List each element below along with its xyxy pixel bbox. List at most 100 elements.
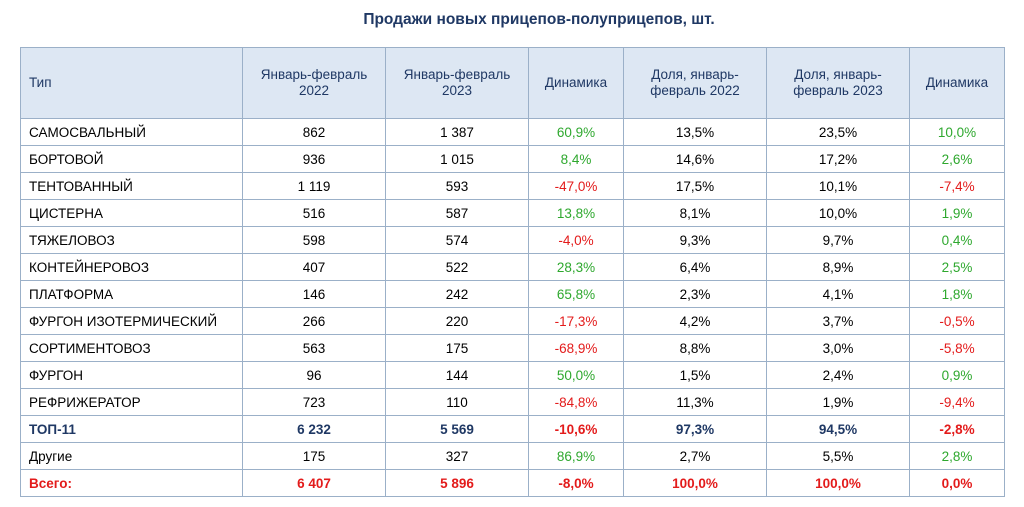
header-dynamics: Динамика xyxy=(528,47,624,119)
others-row: Другие 175 327 86,9% 2,7% 5,5% 2,8% xyxy=(20,442,1005,470)
cell-dynamics: -47,0% xyxy=(528,172,624,200)
cell-jan-feb-2022: 6 232 xyxy=(242,415,386,443)
cell-share-dynamics: 0,4% xyxy=(909,226,1005,254)
cell-dynamics: 86,9% xyxy=(528,442,624,470)
cell-share-2023: 100,0% xyxy=(766,469,910,497)
cell-share-2023: 3,0% xyxy=(766,334,910,362)
cell-jan-feb-2023: 5 569 xyxy=(385,415,529,443)
cell-jan-feb-2022: 146 xyxy=(242,280,386,308)
cell-share-dynamics: 1,8% xyxy=(909,280,1005,308)
cell-jan-feb-2022: 1 119 xyxy=(242,172,386,200)
cell-share-2022: 11,3% xyxy=(623,388,767,416)
cell-jan-feb-2023: 1 015 xyxy=(385,145,529,173)
cell-jan-feb-2023: 242 xyxy=(385,280,529,308)
cell-dynamics: -68,9% xyxy=(528,334,624,362)
cell-share-2022: 8,1% xyxy=(623,199,767,227)
header-jan-feb-2022: Январь-февраль 2022 xyxy=(242,47,386,119)
cell-type: ТЕНТОВАННЫЙ xyxy=(20,172,243,200)
cell-share-2023: 1,9% xyxy=(766,388,910,416)
cell-dynamics: 8,4% xyxy=(528,145,624,173)
table-row: БОРТОВОЙ 936 1 015 8,4% 14,6% 17,2% 2,6% xyxy=(20,145,1005,173)
cell-jan-feb-2022: 6 407 xyxy=(242,469,386,497)
cell-share-2023: 23,5% xyxy=(766,118,910,146)
header-share-dynamics: Динамика xyxy=(909,47,1005,119)
cell-share-dynamics: -7,4% xyxy=(909,172,1005,200)
cell-jan-feb-2023: 593 xyxy=(385,172,529,200)
cell-share-2023: 9,7% xyxy=(766,226,910,254)
cell-share-2023: 94,5% xyxy=(766,415,910,443)
cell-jan-feb-2022: 516 xyxy=(242,199,386,227)
cell-jan-feb-2023: 587 xyxy=(385,199,529,227)
cell-share-dynamics: 2,6% xyxy=(909,145,1005,173)
cell-dynamics: -8,0% xyxy=(528,469,624,497)
cell-share-2022: 6,4% xyxy=(623,253,767,281)
cell-share-dynamics: -9,4% xyxy=(909,388,1005,416)
cell-jan-feb-2023: 144 xyxy=(385,361,529,389)
cell-type: РЕФРИЖЕРАТОР xyxy=(20,388,243,416)
cell-share-2022: 17,5% xyxy=(623,172,767,200)
cell-share-2022: 97,3% xyxy=(623,415,767,443)
cell-jan-feb-2022: 936 xyxy=(242,145,386,173)
cell-share-dynamics: 0,9% xyxy=(909,361,1005,389)
cell-share-dynamics: -0,5% xyxy=(909,307,1005,335)
cell-jan-feb-2022: 598 xyxy=(242,226,386,254)
cell-share-2022: 1,5% xyxy=(623,361,767,389)
cell-dynamics: -4,0% xyxy=(528,226,624,254)
cell-share-2023: 3,7% xyxy=(766,307,910,335)
header-jan-feb-2023: Январь-февраль 2023 xyxy=(385,47,529,119)
cell-jan-feb-2022: 723 xyxy=(242,388,386,416)
cell-share-dynamics: 1,9% xyxy=(909,199,1005,227)
cell-type: САМОСВАЛЬНЫЙ xyxy=(20,118,243,146)
cell-share-2023: 5,5% xyxy=(766,442,910,470)
cell-share-2022: 4,2% xyxy=(623,307,767,335)
cell-type: ТОП-11 xyxy=(20,415,243,443)
cell-type: ФУРГОН ИЗОТЕРМИЧЕСКИЙ xyxy=(20,307,243,335)
cell-dynamics: 13,8% xyxy=(528,199,624,227)
header-row: Тип Январь-февраль 2022 Январь-февраль 2… xyxy=(20,47,1005,119)
cell-share-2023: 2,4% xyxy=(766,361,910,389)
cell-dynamics: -84,8% xyxy=(528,388,624,416)
cell-jan-feb-2023: 327 xyxy=(385,442,529,470)
cell-jan-feb-2022: 563 xyxy=(242,334,386,362)
cell-type: СОРТИМЕНТОВОЗ xyxy=(20,334,243,362)
table-row: ФУРГОН ИЗОТЕРМИЧЕСКИЙ 266 220 -17,3% 4,2% 3,7… xyxy=(20,307,1005,335)
sales-table: Тип Январь-февраль 2022 Январь-февраль 2… xyxy=(20,47,1005,497)
cell-jan-feb-2023: 574 xyxy=(385,226,529,254)
header-type: Тип xyxy=(20,47,243,119)
cell-jan-feb-2023: 5 896 xyxy=(385,469,529,497)
cell-dynamics: 60,9% xyxy=(528,118,624,146)
cell-share-2022: 2,3% xyxy=(623,280,767,308)
cell-type: ЦИСТЕРНА xyxy=(20,199,243,227)
cell-dynamics: 50,0% xyxy=(528,361,624,389)
cell-share-dynamics: -5,8% xyxy=(909,334,1005,362)
header-share-2022: Доля, январь-февраль 2022 xyxy=(623,47,767,119)
cell-share-dynamics: 2,8% xyxy=(909,442,1005,470)
table-row: РЕФРИЖЕРАТОР 723 110 -84,8% 11,3% 1,9% -9,4% xyxy=(20,388,1005,416)
cell-jan-feb-2022: 862 xyxy=(242,118,386,146)
cell-share-2022: 8,8% xyxy=(623,334,767,362)
cell-jan-feb-2023: 220 xyxy=(385,307,529,335)
cell-share-2022: 13,5% xyxy=(623,118,767,146)
cell-share-2022: 100,0% xyxy=(623,469,767,497)
cell-share-2022: 9,3% xyxy=(623,226,767,254)
cell-jan-feb-2023: 1 387 xyxy=(385,118,529,146)
cell-share-2023: 10,0% xyxy=(766,199,910,227)
cell-share-dynamics: -2,8% xyxy=(909,415,1005,443)
cell-share-2022: 2,7% xyxy=(623,442,767,470)
cell-type: БОРТОВОЙ xyxy=(20,145,243,173)
cell-jan-feb-2022: 96 xyxy=(242,361,386,389)
cell-dynamics: 28,3% xyxy=(528,253,624,281)
table-row: ТЯЖЕЛОВОЗ 598 574 -4,0% 9,3% 9,7% 0,4% xyxy=(20,226,1005,254)
table-row: ЦИСТЕРНА 516 587 13,8% 8,1% 10,0% 1,9% xyxy=(20,199,1005,227)
cell-type: ТЯЖЕЛОВОЗ xyxy=(20,226,243,254)
cell-share-2022: 14,6% xyxy=(623,145,767,173)
table-row: САМОСВАЛЬНЫЙ 862 1 387 60,9% 13,5% 23,5% 10,0% xyxy=(20,118,1005,146)
cell-share-dynamics: 2,5% xyxy=(909,253,1005,281)
cell-share-2023: 8,9% xyxy=(766,253,910,281)
table-row: ФУРГОН 96 144 50,0% 1,5% 2,4% 0,9% xyxy=(20,361,1005,389)
cell-jan-feb-2022: 175 xyxy=(242,442,386,470)
cell-jan-feb-2023: 522 xyxy=(385,253,529,281)
table-row: КОНТЕЙНЕРОВОЗ 407 522 28,3% 6,4% 8,9% 2,5% xyxy=(20,253,1005,281)
cell-jan-feb-2023: 175 xyxy=(385,334,529,362)
cell-share-2023: 17,2% xyxy=(766,145,910,173)
